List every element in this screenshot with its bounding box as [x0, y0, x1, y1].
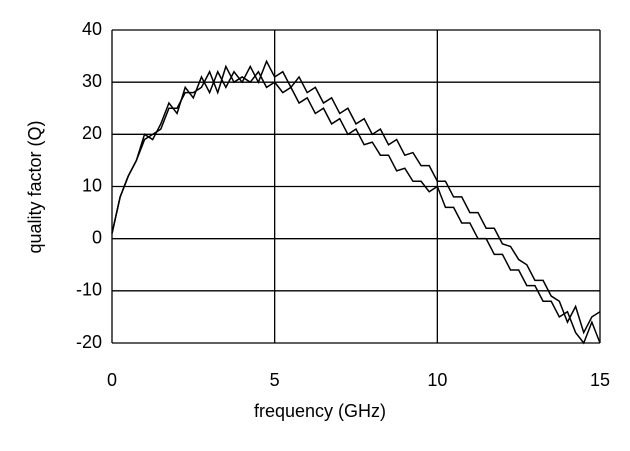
data-line — [111, 59, 601, 335]
y-axis-label: quality factor (Q) — [25, 120, 45, 253]
y-tick-label: 20 — [82, 123, 102, 143]
x-tick-label: 15 — [590, 370, 610, 390]
x-tick-label: 10 — [427, 370, 447, 390]
x-tick-label: 0 — [107, 370, 117, 390]
y-tick-label: -20 — [76, 332, 102, 352]
y-tick-label: 10 — [82, 175, 102, 195]
x-tick-label: 5 — [270, 370, 280, 390]
y-tick-label: 0 — [92, 227, 102, 247]
y-tick-label: 40 — [82, 19, 102, 39]
x-axis-label: frequency (GHz) — [254, 401, 386, 421]
y-tick-label: 30 — [82, 71, 102, 91]
y-tick-label: -10 — [76, 280, 102, 300]
data-line — [111, 64, 601, 345]
